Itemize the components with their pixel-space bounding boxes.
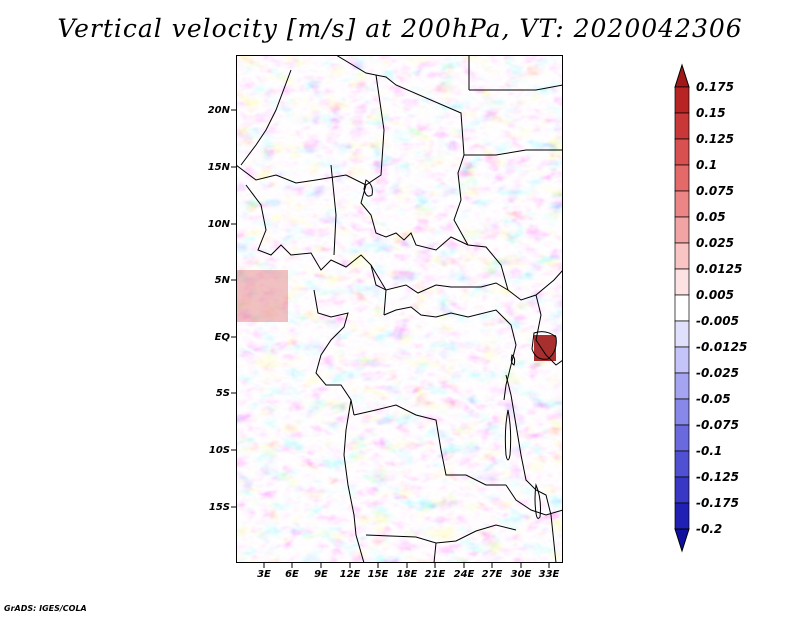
lat-label-20n: 20N bbox=[207, 105, 230, 116]
colorbar-box bbox=[674, 164, 690, 192]
colorbar-label: 0.125 bbox=[696, 132, 734, 146]
lon-label-12e: 12E bbox=[339, 569, 361, 580]
strong-updraft-patch bbox=[534, 335, 556, 361]
lon-label-15e: 15E bbox=[367, 569, 389, 580]
lon-label-24e: 24E bbox=[453, 569, 475, 580]
colorbar bbox=[674, 63, 690, 553]
colorbar-label: 0.175 bbox=[696, 80, 734, 94]
colorbar-box bbox=[674, 450, 690, 478]
colorbar-box bbox=[674, 86, 690, 114]
lon-label-6e: 6E bbox=[285, 569, 299, 580]
colorbar-box bbox=[674, 138, 690, 166]
colorbar-label: 0.15 bbox=[696, 106, 726, 120]
colorbar-label: -0.125 bbox=[696, 470, 739, 484]
colorbar-label: -0.1 bbox=[696, 444, 723, 458]
colorbar-label: 0.005 bbox=[696, 288, 734, 302]
lake-chad-outline bbox=[363, 179, 373, 197]
colorbar-box bbox=[674, 216, 690, 244]
map-frame bbox=[236, 55, 563, 563]
lake-outlines bbox=[363, 179, 557, 519]
lake-malawi-outline bbox=[534, 483, 541, 519]
lat-label-5n: 5N bbox=[214, 275, 230, 286]
colorbar-label: 0.025 bbox=[696, 236, 734, 250]
colorbar-label: 0.1 bbox=[696, 158, 718, 172]
lon-label-18e: 18E bbox=[396, 569, 418, 580]
lat-label-10s: 10S bbox=[208, 445, 230, 456]
grads-credit: GrADS: IGES/COLA bbox=[4, 604, 87, 613]
lon-label-33e: 33E bbox=[538, 569, 560, 580]
colorbar-bottom-arrow bbox=[674, 528, 690, 553]
colorbar-label: -0.2 bbox=[696, 522, 723, 536]
lat-label-eq: EQ bbox=[214, 332, 230, 343]
velocity-map-svg bbox=[236, 55, 563, 563]
lat-label-10n: 10N bbox=[207, 219, 230, 230]
colorbar-box bbox=[674, 398, 690, 426]
lon-label-9e: 9E bbox=[314, 569, 328, 580]
lon-label-30e: 30E bbox=[510, 569, 532, 580]
colorbar-box bbox=[674, 190, 690, 218]
colorbar-label: -0.005 bbox=[696, 314, 739, 328]
velocity-map bbox=[236, 55, 563, 563]
colorbar-box bbox=[674, 372, 690, 400]
colorbar-box bbox=[674, 346, 690, 374]
colorbar-box bbox=[674, 320, 690, 348]
colorbar-label: -0.175 bbox=[696, 496, 739, 510]
colorbar-box bbox=[674, 112, 690, 140]
colorbar-label: -0.025 bbox=[696, 366, 739, 380]
map-title: Vertical velocity [m/s] at 200hPa, VT: 2… bbox=[57, 14, 743, 43]
lon-label-27e: 27E bbox=[481, 569, 503, 580]
colorbar-box bbox=[674, 294, 690, 322]
colorbar-box bbox=[674, 268, 690, 296]
lake-tanganyika-outline bbox=[504, 409, 512, 461]
colorbar-box bbox=[674, 476, 690, 504]
lat-label-15s: 15S bbox=[208, 502, 230, 513]
colorbar-label: 0.0125 bbox=[696, 262, 743, 276]
lat-label-15n: 15N bbox=[207, 162, 230, 173]
colorbar-label: -0.075 bbox=[696, 418, 739, 432]
colorbar-label: -0.05 bbox=[696, 392, 731, 406]
lake-kivu-outline bbox=[510, 354, 516, 366]
coastal-convection-patch bbox=[236, 270, 288, 322]
colorbar-label: -0.0125 bbox=[696, 340, 748, 354]
country-borders bbox=[236, 55, 563, 563]
lon-label-21e: 21E bbox=[424, 569, 446, 580]
colorbar-label: 0.05 bbox=[696, 210, 726, 224]
colorbar-box bbox=[674, 502, 690, 530]
lon-label-3e: 3E bbox=[257, 569, 271, 580]
colorbar-box bbox=[674, 424, 690, 452]
lat-label-5s: 5S bbox=[215, 388, 230, 399]
colorbar-box bbox=[674, 242, 690, 270]
lake-victoria-outline bbox=[531, 331, 557, 360]
colorbar-label: 0.075 bbox=[696, 184, 734, 198]
colorbar-top-arrow bbox=[674, 63, 690, 88]
